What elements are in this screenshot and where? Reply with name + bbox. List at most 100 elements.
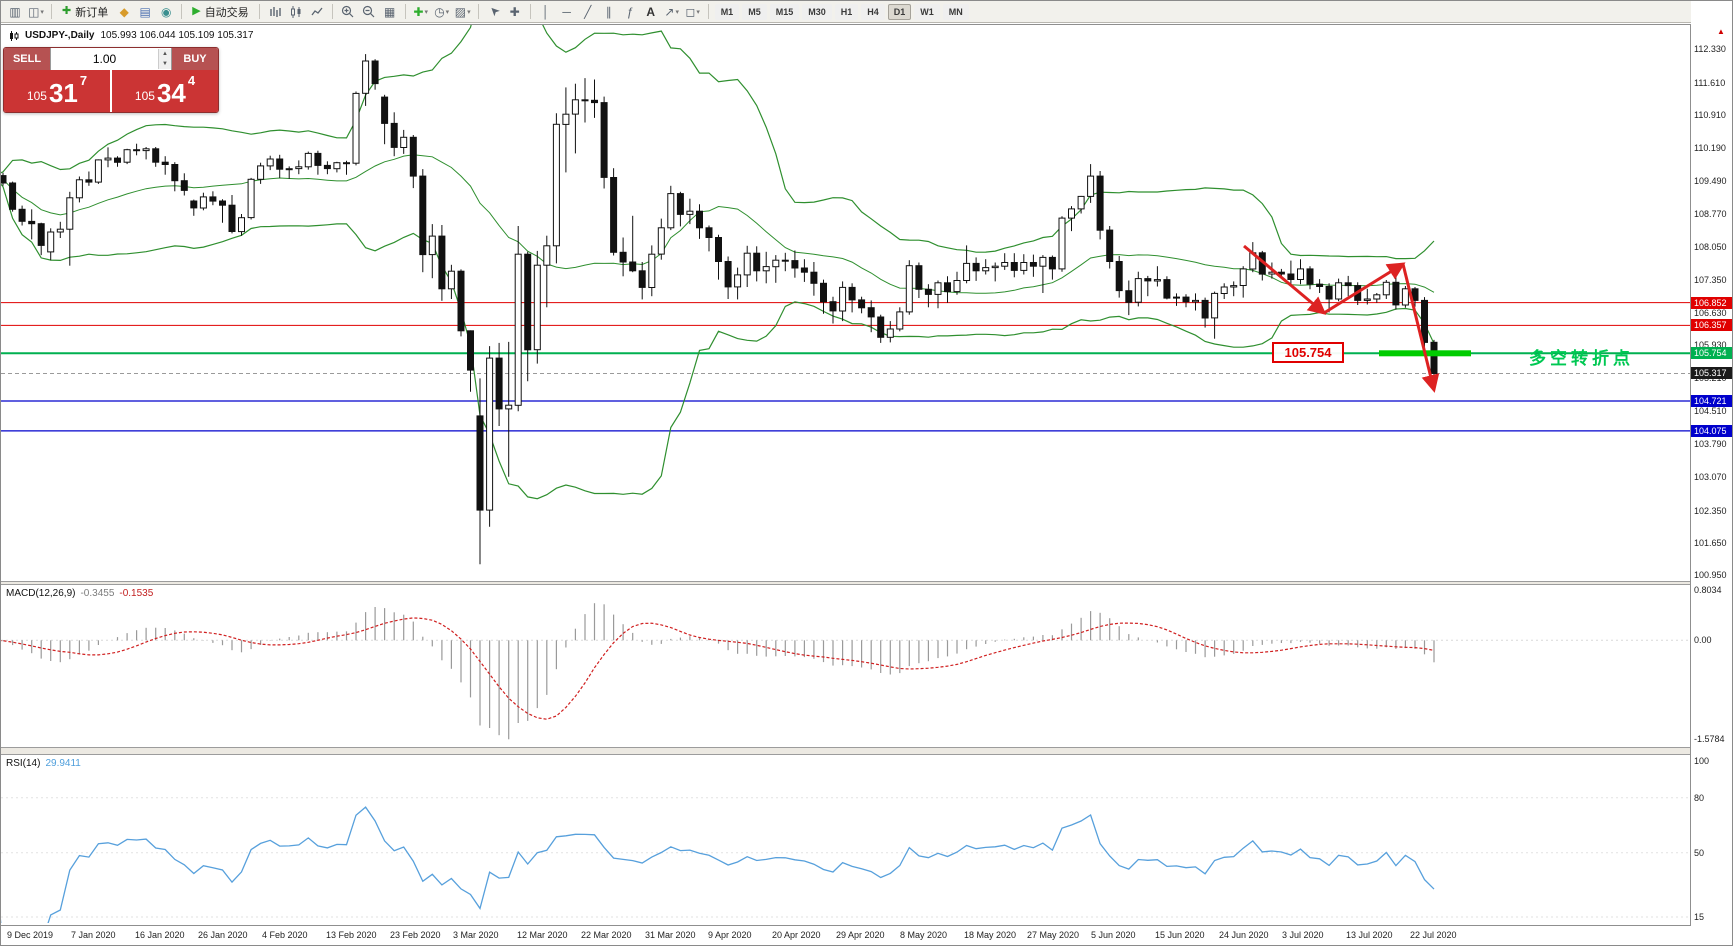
macd-signal-value: -0.1535 bbox=[119, 588, 154, 599]
time-label: 24 Jun 2020 bbox=[1219, 930, 1269, 940]
time-label: 3 Mar 2020 bbox=[453, 930, 499, 940]
price-annotation-box[interactable]: 105.754 bbox=[1272, 342, 1344, 363]
sell-button[interactable]: SELL bbox=[4, 48, 50, 70]
periods-icon[interactable]: ◷ ▾ bbox=[434, 4, 450, 19]
time-axis-line bbox=[1, 925, 1732, 926]
scroll-up-indicator[interactable]: ▲ bbox=[1717, 27, 1725, 36]
time-label: 12 Mar 2020 bbox=[517, 930, 568, 940]
auto-trading-icon: ▶ bbox=[192, 5, 201, 17]
macd-label: MACD(12,26,9) -0.3455 -0.1535 bbox=[6, 588, 153, 599]
timeframe-m15[interactable]: M15 bbox=[769, 3, 800, 20]
macd-panel-canvas[interactable] bbox=[1, 585, 1690, 747]
fibonacci-tool-icon[interactable]: ƒ bbox=[626, 4, 634, 19]
channel-tool-icon[interactable]: ∥ bbox=[605, 4, 612, 19]
buy-button[interactable]: BUY bbox=[172, 48, 218, 70]
time-axis[interactable]: 9 Dec 2019 7 Jan 2020 16 Jan 2020 26 Jan 20… bbox=[1, 928, 1690, 945]
price-tick: 103.790 bbox=[1694, 439, 1727, 449]
timeframe-mn[interactable]: MN bbox=[942, 3, 969, 20]
timeframe-w1[interactable]: W1 bbox=[914, 3, 940, 20]
volume-down-arrow[interactable]: ▼ bbox=[159, 59, 171, 69]
ask-price-button[interactable]: 105 34 4 bbox=[112, 70, 218, 112]
auto-trading-button[interactable]: ▶ 自动交易 bbox=[187, 2, 253, 21]
data-window-icon[interactable]: ▤ bbox=[139, 4, 151, 19]
bollinger-upper bbox=[1, 25, 1435, 260]
market-watch-icon[interactable]: ◆ bbox=[119, 4, 129, 19]
ask-pip-digit: 4 bbox=[187, 73, 196, 88]
vertical-line-tool-icon[interactable]: │ bbox=[541, 4, 550, 19]
timeframe-h1[interactable]: H1 bbox=[834, 3, 859, 20]
price-tick: 108.050 bbox=[1694, 242, 1727, 252]
one-click-trading-panel: SELL ▲ ▼ BUY 105 31 7 105 34 4 bbox=[3, 47, 219, 113]
price-axis-line bbox=[1690, 24, 1691, 925]
price-tick: 112.330 bbox=[1694, 44, 1726, 54]
chart-profiles-icon[interactable]: ◫ ▾ bbox=[28, 4, 44, 19]
price-tick: -1.5784 bbox=[1694, 734, 1725, 744]
auto-trading-label: 自动交易 bbox=[204, 6, 249, 19]
chart-icon bbox=[10, 30, 19, 41]
price-tick: 80 bbox=[1694, 793, 1705, 803]
price-tick: 101.650 bbox=[1694, 538, 1727, 548]
new-chart-icon[interactable]: ▥ bbox=[9, 4, 21, 19]
price-tick: 106.630 bbox=[1694, 308, 1727, 318]
tile-windows-icon[interactable]: ▦ bbox=[384, 4, 396, 19]
bid-big-digits: 31 bbox=[48, 78, 78, 108]
price-tick: 50 bbox=[1694, 848, 1705, 858]
price-tick: 0.8034 bbox=[1694, 585, 1722, 595]
time-label: 22 Jul 2020 bbox=[1410, 930, 1457, 940]
price-tick: 100.950 bbox=[1694, 570, 1727, 580]
timeframe-m30[interactable]: M30 bbox=[802, 3, 832, 20]
bid-price-button[interactable]: 105 31 7 bbox=[4, 70, 112, 112]
bid-pip-digit: 7 bbox=[79, 73, 88, 88]
macd-name: MACD(12,26,9) bbox=[6, 588, 76, 599]
time-label: 9 Dec 2019 bbox=[7, 930, 54, 940]
navigator-icon[interactable]: ◉ bbox=[160, 4, 172, 19]
volume-up-arrow[interactable]: ▲ bbox=[159, 49, 171, 59]
line-chart-type-icon[interactable] bbox=[307, 2, 327, 21]
zoom-out-icon[interactable] bbox=[359, 2, 379, 21]
timeframe-d1[interactable]: D1 bbox=[887, 3, 912, 20]
price-tick: 104.510 bbox=[1694, 406, 1727, 416]
toolbar-separator bbox=[707, 4, 709, 19]
shapes-tool-icon[interactable]: ◻ ▾ bbox=[685, 4, 700, 19]
cursor-icon[interactable]: ➤ bbox=[485, 2, 503, 21]
timeframe-m5[interactable]: M5 bbox=[742, 3, 767, 20]
text-tool-icon[interactable]: A bbox=[646, 4, 656, 19]
timeframe-h4[interactable]: H4 bbox=[861, 3, 885, 20]
indicators-icon[interactable]: ✚ ▾ bbox=[413, 4, 428, 19]
price-axis[interactable]: 112.330 111.610 110.910 110.190 109.490 108.7… bbox=[1691, 1, 1732, 945]
price-tick: 110.190 bbox=[1694, 143, 1726, 153]
time-label: 5 Jun 2020 bbox=[1091, 930, 1136, 940]
toolbar-separator bbox=[258, 4, 260, 19]
main-chart-canvas[interactable] bbox=[1, 25, 1690, 581]
trendline-tool-icon[interactable]: ╱ bbox=[584, 4, 592, 19]
candlestick-chart-type-icon[interactable] bbox=[286, 2, 306, 21]
volume-input[interactable] bbox=[51, 52, 158, 66]
bar-chart-type-icon[interactable] bbox=[265, 2, 285, 21]
crosshair-icon[interactable]: ✚ bbox=[509, 4, 520, 19]
trend-arrow[interactable] bbox=[1323, 262, 1406, 315]
panel-splitter[interactable] bbox=[1, 747, 1732, 755]
ask-prefix: 105 bbox=[134, 88, 155, 103]
arrow-tool-icon[interactable]: ↗ ▾ bbox=[664, 4, 679, 19]
price-tag: 105.754 bbox=[1691, 347, 1732, 359]
rsi-panel-canvas[interactable] bbox=[1, 755, 1690, 923]
price-tag: 106.852 bbox=[1691, 297, 1732, 309]
time-label: 22 Mar 2020 bbox=[581, 930, 632, 940]
trend-arrow[interactable] bbox=[1243, 244, 1327, 315]
toolbar-separator bbox=[51, 4, 52, 19]
templates-icon[interactable]: ▨ ▾ bbox=[454, 4, 471, 19]
price-tick: 110.910 bbox=[1694, 110, 1726, 120]
price-tick: 107.350 bbox=[1694, 275, 1727, 285]
trend-arrow[interactable] bbox=[1401, 263, 1440, 393]
zoom-in-icon[interactable] bbox=[338, 2, 358, 21]
new-order-button[interactable]: ✚ 新订单 bbox=[57, 2, 113, 21]
macd-main-value: -0.3455 bbox=[80, 588, 115, 599]
panel-splitter[interactable] bbox=[1, 581, 1732, 585]
horizontal-line-tool-icon[interactable]: ─ bbox=[562, 4, 571, 19]
turning-point-annotation[interactable]: 多空转折点 bbox=[1529, 349, 1634, 368]
toolbar-separator bbox=[404, 4, 406, 19]
bollinger-lower bbox=[1, 183, 1435, 500]
volume-field: ▲ ▼ bbox=[50, 48, 172, 70]
timeframe-m1[interactable]: M1 bbox=[714, 3, 740, 20]
